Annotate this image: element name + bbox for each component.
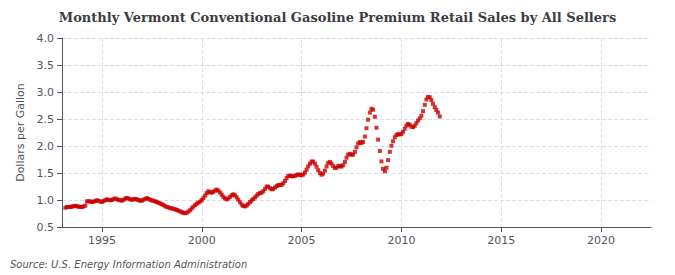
svg-text:2000: 2000	[188, 234, 216, 247]
svg-text:2.5: 2.5	[37, 113, 55, 126]
svg-text:4.0: 4.0	[37, 32, 55, 45]
svg-text:1.0: 1.0	[37, 194, 55, 207]
svg-text:2020: 2020	[587, 234, 615, 247]
svg-text:1995: 1995	[88, 234, 116, 247]
svg-text:3.0: 3.0	[37, 86, 55, 99]
svg-text:1.5: 1.5	[37, 167, 55, 180]
svg-text:3.5: 3.5	[37, 59, 55, 72]
svg-text:Source: U.S. Energy Informatio: Source: U.S. Energy Information Administ…	[10, 259, 247, 270]
svg-text:2010: 2010	[387, 234, 415, 247]
svg-text:0.5: 0.5	[37, 221, 55, 234]
svg-text:2005: 2005	[288, 234, 316, 247]
svg-text:2.0: 2.0	[37, 140, 55, 153]
svg-text:2015: 2015	[487, 234, 515, 247]
svg-text:Dollars per Gallon: Dollars per Gallon	[14, 83, 27, 182]
svg-text:Monthly Vermont Conventional G: Monthly Vermont Conventional Gasoline Pr…	[59, 10, 616, 25]
